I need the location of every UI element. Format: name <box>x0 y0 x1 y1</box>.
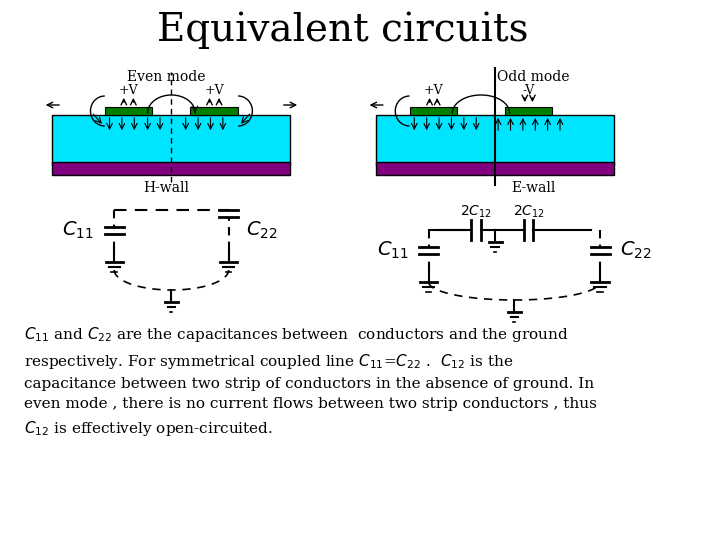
Text: Odd mode: Odd mode <box>497 70 570 84</box>
Text: $C_{11}$: $C_{11}$ <box>377 239 408 261</box>
Bar <box>53 115 290 165</box>
Bar <box>410 107 457 115</box>
Text: $2C_{12}$: $2C_{12}$ <box>513 204 544 220</box>
Bar <box>377 115 614 165</box>
Text: E-wall: E-wall <box>511 181 556 195</box>
Bar <box>191 107 238 115</box>
Text: $2C_{12}$: $2C_{12}$ <box>460 204 492 220</box>
Text: $C_{11}$: $C_{11}$ <box>62 219 94 241</box>
Text: +V: +V <box>204 84 224 97</box>
Text: Equivalent circuits: Equivalent circuits <box>157 11 528 49</box>
Text: $C_{22}$: $C_{22}$ <box>621 239 652 261</box>
Bar <box>377 162 614 175</box>
Text: $C_{22}$: $C_{22}$ <box>246 219 278 241</box>
Text: H-wall: H-wall <box>144 181 189 195</box>
Text: +V: +V <box>423 84 444 97</box>
Bar <box>53 162 290 175</box>
Bar <box>505 107 552 115</box>
Text: +V: +V <box>119 84 138 97</box>
Bar <box>105 107 153 115</box>
Text: -V: -V <box>523 84 535 97</box>
Text: $C_{11}$ and $C_{22}$ are the capacitances between  conductors and the ground
re: $C_{11}$ and $C_{22}$ are the capacitanc… <box>24 325 597 437</box>
Text: Even mode: Even mode <box>127 70 206 84</box>
